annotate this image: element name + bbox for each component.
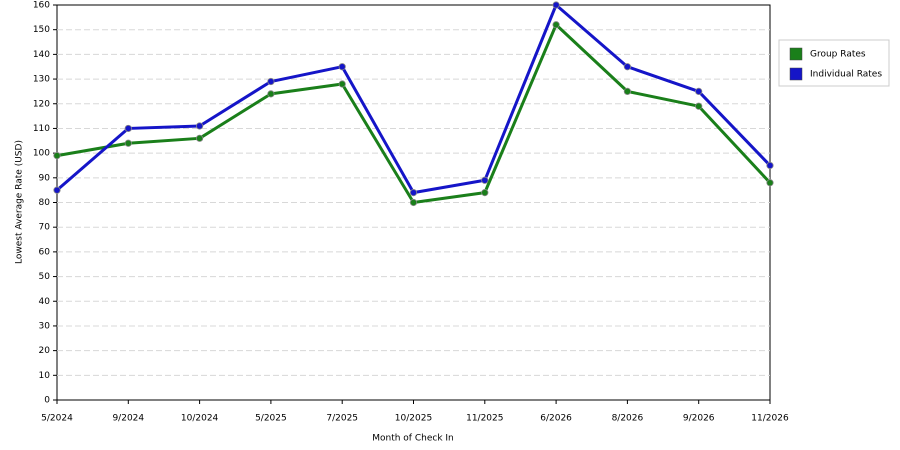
data-point bbox=[766, 179, 774, 187]
x-tick-label: 9/2026 bbox=[683, 414, 715, 424]
data-point bbox=[124, 124, 132, 133]
legend-swatch bbox=[789, 67, 803, 81]
y-tick-label: 90 bbox=[39, 173, 51, 183]
y-tick-label: 130 bbox=[33, 75, 50, 85]
x-tick-label: 10/2024 bbox=[181, 414, 219, 424]
data-point bbox=[623, 63, 632, 71]
data-point bbox=[481, 189, 489, 197]
x-axis-label: Month of Check In bbox=[372, 434, 454, 444]
x-tick-label: 7/2025 bbox=[326, 414, 358, 424]
x-tick-label: 8/2026 bbox=[612, 414, 644, 424]
data-point bbox=[53, 186, 61, 194]
legend-label: Individual Rates bbox=[810, 70, 882, 80]
data-point bbox=[623, 87, 632, 96]
data-point bbox=[338, 63, 346, 71]
y-tick-label: 160 bbox=[33, 1, 50, 11]
data-point bbox=[409, 198, 418, 207]
data-point bbox=[695, 102, 703, 110]
data-point bbox=[552, 21, 560, 29]
data-point bbox=[124, 139, 132, 147]
legend-swatch bbox=[789, 47, 803, 61]
y-tick-label: 50 bbox=[39, 272, 51, 282]
data-point bbox=[53, 151, 61, 160]
y-tick-label: 100 bbox=[33, 149, 50, 159]
data-point bbox=[695, 87, 703, 96]
y-axis-label: Lowest Average Rate (USD) bbox=[15, 140, 25, 264]
y-tick-label: 70 bbox=[39, 223, 51, 233]
x-tick-label: 6/2026 bbox=[540, 414, 572, 424]
y-tick-label: 150 bbox=[33, 25, 50, 35]
x-tick-label: 11/2026 bbox=[751, 414, 789, 424]
x-tick-label: 5/2025 bbox=[255, 414, 287, 424]
data-point bbox=[267, 77, 275, 86]
y-tick-label: 0 bbox=[44, 396, 50, 406]
legend-label: Group Rates bbox=[810, 50, 866, 60]
data-point bbox=[338, 80, 346, 88]
y-tick-label: 10 bbox=[39, 371, 51, 381]
data-point bbox=[196, 122, 204, 130]
data-point bbox=[196, 134, 204, 142]
y-tick-label: 120 bbox=[33, 99, 50, 109]
x-tick-label: 10/2025 bbox=[395, 414, 432, 424]
data-point bbox=[409, 189, 418, 197]
y-tick-label: 80 bbox=[39, 198, 51, 208]
y-tick-label: 30 bbox=[39, 321, 51, 331]
data-point bbox=[267, 90, 275, 98]
y-tick-label: 60 bbox=[39, 247, 51, 257]
y-tick-label: 110 bbox=[33, 124, 50, 134]
data-point bbox=[552, 1, 560, 9]
data-point bbox=[481, 176, 489, 184]
y-tick-label: 20 bbox=[39, 346, 51, 356]
x-tick-label: 9/2024 bbox=[112, 414, 144, 424]
y-tick-label: 140 bbox=[33, 50, 50, 60]
y-tick-label: 40 bbox=[39, 297, 51, 307]
x-tick-label: 11/2025 bbox=[466, 414, 503, 424]
x-tick-label: 5/2024 bbox=[41, 414, 73, 424]
data-point bbox=[766, 161, 774, 170]
